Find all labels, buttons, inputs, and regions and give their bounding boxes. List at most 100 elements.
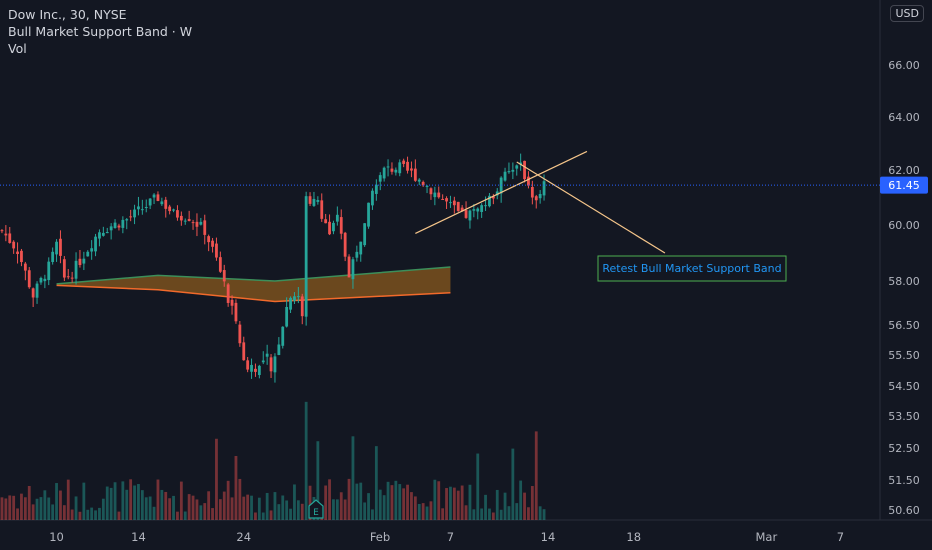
candle-body bbox=[273, 356, 277, 373]
volume-bar bbox=[125, 489, 129, 520]
volume-bar bbox=[421, 503, 425, 520]
volume-title[interactable]: Vol bbox=[8, 41, 27, 56]
candle-body bbox=[351, 259, 355, 280]
candle-body bbox=[347, 256, 351, 278]
volume-bar bbox=[515, 503, 519, 520]
volume-bar bbox=[374, 446, 378, 520]
volume-bar bbox=[480, 508, 484, 520]
candle-body bbox=[23, 263, 27, 271]
candle-body bbox=[503, 171, 507, 181]
y-tick-label: 54.50 bbox=[888, 380, 920, 393]
candle-body bbox=[148, 198, 152, 206]
candle-body bbox=[289, 297, 292, 310]
volume-bar bbox=[199, 505, 203, 520]
candle-body bbox=[246, 360, 250, 370]
candle-body bbox=[191, 222, 195, 224]
volume-bar bbox=[234, 456, 238, 520]
indicator-title[interactable]: Bull Market Support Band · W bbox=[8, 24, 193, 39]
svg-text:61.45: 61.45 bbox=[888, 179, 920, 192]
candle-body bbox=[129, 216, 133, 218]
volume-bar bbox=[363, 502, 367, 520]
annotation-box[interactable]: Retest Bull Market Support Band bbox=[597, 255, 787, 282]
volume-bar bbox=[179, 481, 183, 520]
volume-bar bbox=[35, 498, 39, 520]
candle-body bbox=[460, 207, 464, 212]
candle-body bbox=[480, 205, 484, 212]
volume-bar bbox=[476, 453, 480, 520]
candle-body bbox=[90, 248, 94, 252]
volume-bar bbox=[183, 511, 187, 520]
trendline bbox=[415, 150, 588, 234]
volume-bar bbox=[20, 493, 23, 520]
volume-bar bbox=[23, 497, 27, 520]
candle-body bbox=[476, 208, 480, 212]
candle-body bbox=[332, 222, 335, 232]
volume-bar bbox=[187, 494, 191, 520]
volume-bar bbox=[238, 478, 242, 520]
candle-body bbox=[12, 241, 16, 249]
volume-bar bbox=[261, 512, 265, 520]
volume-bar bbox=[168, 498, 172, 520]
volume-bar bbox=[195, 499, 199, 520]
currency-button[interactable]: USD bbox=[890, 5, 924, 22]
volume-bar bbox=[530, 486, 534, 520]
candle-body bbox=[62, 259, 66, 278]
volume-bar bbox=[250, 495, 253, 520]
candle-body bbox=[254, 368, 257, 372]
y-tick-label: 62.00 bbox=[888, 164, 920, 177]
volume-bar bbox=[308, 485, 312, 520]
volume-bar bbox=[230, 497, 234, 520]
candle-body bbox=[238, 324, 242, 344]
candle-body bbox=[507, 171, 511, 173]
earnings-event-marker[interactable]: E bbox=[308, 499, 324, 519]
symbol-title[interactable]: Dow Inc., 30, NYSE bbox=[8, 7, 127, 22]
candle-body bbox=[172, 209, 175, 211]
candle-body bbox=[195, 221, 199, 227]
volume-bar bbox=[304, 401, 308, 520]
y-tick-label: 56.50 bbox=[888, 319, 920, 332]
volume-bar bbox=[59, 490, 62, 520]
candle-body bbox=[300, 296, 304, 317]
volume-bar bbox=[406, 484, 409, 520]
trendlines[interactable] bbox=[415, 150, 666, 254]
candle-body bbox=[437, 192, 441, 198]
x-tick-label: 14 bbox=[541, 530, 556, 544]
chart-legend: Dow Inc., 30, NYSE Bull Market Support B… bbox=[8, 6, 192, 57]
candle-body bbox=[257, 365, 261, 376]
x-tick-label: Feb bbox=[370, 530, 390, 544]
price-axis[interactable]: 66.00 64.00 62.00 60.00 58.00 56.50 55.50 54.50… bbox=[888, 59, 920, 517]
candle-body bbox=[140, 209, 144, 211]
volume-bar bbox=[491, 512, 495, 520]
volume-bar bbox=[16, 508, 19, 520]
volume-bar bbox=[507, 506, 511, 520]
volume-bar bbox=[378, 489, 382, 520]
x-tick-label: 10 bbox=[49, 530, 64, 544]
volume-bar bbox=[441, 508, 445, 520]
candle-body bbox=[265, 353, 269, 357]
candle-body bbox=[296, 296, 300, 298]
volume-bar bbox=[70, 509, 74, 520]
candle-body bbox=[491, 196, 495, 199]
candle-body bbox=[343, 232, 347, 257]
volume-bar bbox=[133, 485, 136, 520]
volume-bar bbox=[43, 490, 47, 520]
band-lower-line bbox=[56, 284, 451, 303]
candle-body bbox=[230, 299, 234, 306]
candle-body bbox=[445, 198, 448, 202]
candle-body bbox=[39, 277, 43, 283]
event-marker-label: E bbox=[313, 508, 319, 518]
volume-bar bbox=[437, 481, 441, 520]
candle-body bbox=[308, 196, 312, 204]
volume-bar bbox=[257, 497, 261, 520]
candle-body bbox=[304, 196, 308, 317]
candle-body bbox=[324, 219, 328, 224]
volume-bar bbox=[140, 490, 144, 520]
volume-bar bbox=[277, 504, 281, 520]
y-tick-label: 53.50 bbox=[888, 410, 920, 423]
candle-body bbox=[27, 270, 31, 288]
volume-bar bbox=[98, 507, 101, 520]
candle-body bbox=[152, 194, 156, 198]
time-axis[interactable]: 10 14 24 Feb 7 14 18 Mar 7 bbox=[49, 530, 844, 544]
